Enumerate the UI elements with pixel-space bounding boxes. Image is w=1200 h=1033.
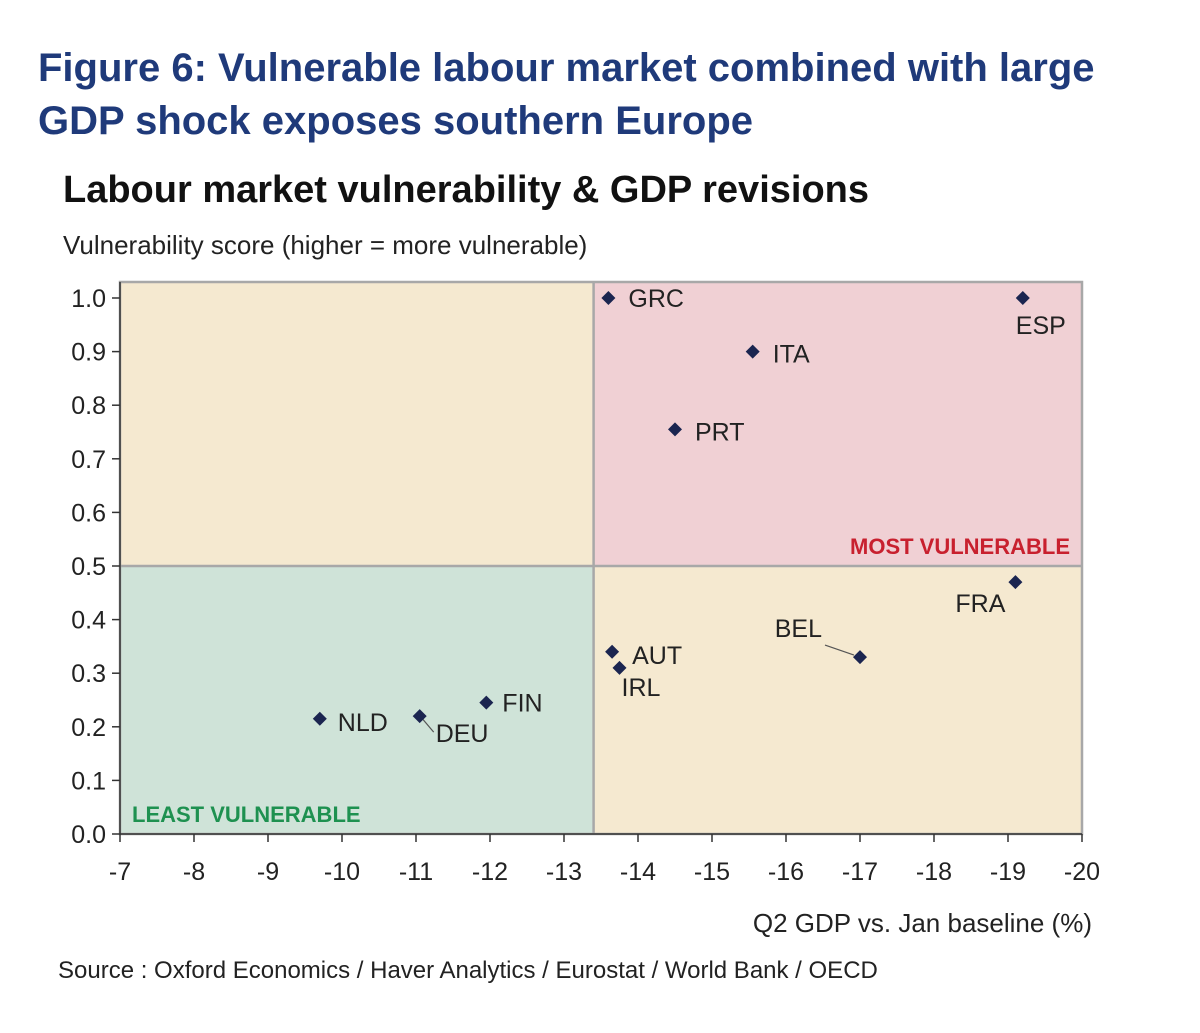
point-label-prt: PRT [695,418,745,446]
x-tick-label: -10 [324,858,360,886]
point-deu [412,709,427,724]
point-label-bel: BEL [775,615,822,643]
point-prt [668,422,682,437]
x-tick-label: -8 [183,858,205,886]
deu-leader-line [422,718,435,733]
y-axis-label: Vulnerability score (higher = more vulne… [63,230,588,260]
point-label-aut: AUT [632,642,682,670]
y-tick-label: 0.2 [71,714,106,742]
y-tick-label: 0.8 [71,392,106,420]
point-nld [312,711,327,726]
axes: 0.0 0.1 0.2 0.3 0.4 0.5 0.6 0.7 0.8 0.9 1.0 -7 -8 -9 -… [71,282,1100,886]
point-label-deu: DEU [436,720,489,748]
point-aut [605,644,620,659]
y-tick-label: 0.1 [71,767,106,795]
point-label-irl: IRL [622,674,661,702]
most-vulnerable-label: MOST VULNERABLE [850,534,1070,559]
x-tick-label: -18 [916,858,952,886]
source-note: Source : Oxford Economics / Haver Analyt… [58,957,878,984]
x-tick-label: -11 [399,858,433,886]
x-tick-label: -17 [842,858,878,886]
figure-title: Figure 6: Vulnerable labour market combi… [38,46,1095,143]
point-esp [1015,291,1030,305]
y-tick-label: 0.5 [71,553,106,581]
least-vulnerable-label: LEAST VULNERABLE [132,802,361,827]
chart-title: Labour market vulnerability & GDP revisi… [63,169,869,211]
quadrant-bottom-right [593,566,1082,834]
x-tick-label: -19 [990,858,1026,886]
x-tick-label: -15 [694,858,730,886]
point-fin [479,695,494,710]
x-tick-label: -7 [109,858,131,886]
y-tick-label: 0.9 [71,339,106,367]
point-bel [853,650,867,665]
quadrant-top-left [120,282,594,566]
x-tick-label: -9 [257,858,279,886]
y-tick-label: 0.7 [71,446,106,474]
point-label-fin: FIN [502,690,542,718]
x-axis-label: Q2 GDP vs. Jan baseline (%) [752,908,1092,938]
point-grc [601,291,616,305]
data-points: GRC ESP ITA PRT FRA BEL AUT IRL FIN NLD DEU [312,285,1066,748]
point-ita [745,344,760,359]
point-label-fra: FRA [955,590,1005,618]
x-tick-label: -14 [620,858,656,886]
y-tick-label: 0.6 [71,499,106,527]
point-label-ita: ITA [773,341,810,369]
x-tick-label: -13 [546,858,582,886]
y-tick-label: 0.0 [71,821,106,849]
quadrant-labels: MOST VULNERABLE LEAST VULNERABLE [132,534,1070,827]
bel-leader-line [824,644,855,656]
y-tick-label: 0.4 [71,607,106,635]
y-tick-label: 0.3 [71,660,106,688]
quadrant-least-vulnerable [120,566,594,834]
point-irl [612,660,627,675]
x-tick-label: -16 [768,858,804,886]
point-label-nld: NLD [338,709,388,737]
x-tick-label: -20 [1064,858,1100,886]
point-fra [1008,575,1023,590]
point-label-grc: GRC [628,285,684,313]
y-tick-label: 1.0 [71,285,106,313]
x-tick-label: -12 [472,858,508,886]
scatter-chart: 0.0 0.1 0.2 0.3 0.4 0.5 0.6 0.7 0.8 0.9 1.0 -7 -8 -9 -… [71,280,1100,886]
quadrant-most-vulnerable [593,282,1082,566]
point-label-esp: ESP [1016,312,1066,340]
quadrant-backgrounds [120,282,1082,834]
